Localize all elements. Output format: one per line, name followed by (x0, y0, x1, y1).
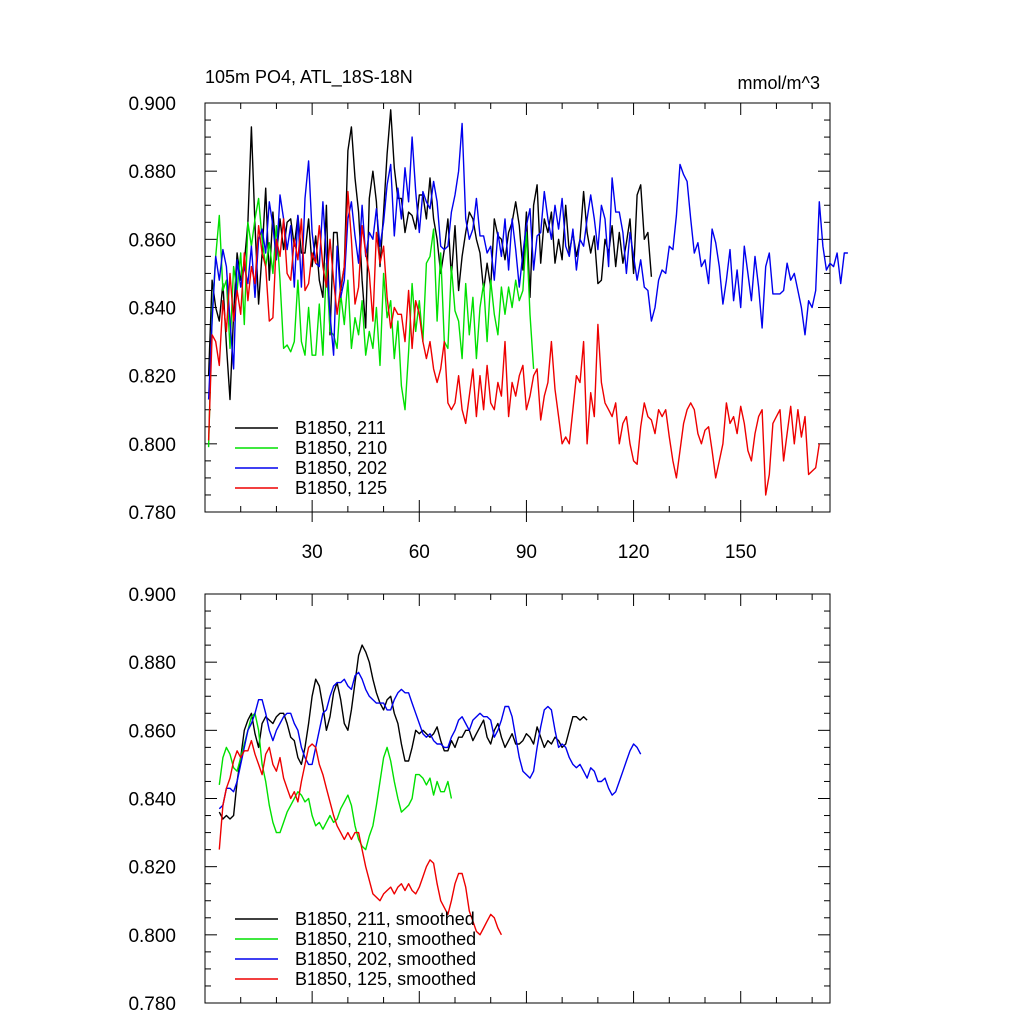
y-tick-label: 0.880 (128, 653, 176, 674)
legend-label: B1850, 125 (295, 478, 387, 498)
series-line-0 (218, 644, 588, 820)
legend-label: B1850, 210 (295, 438, 387, 458)
series-line-0 (207, 109, 653, 401)
x-tick-label: 30 (302, 542, 323, 563)
series-line-1 (218, 712, 453, 851)
y-tick-label: 0.800 (128, 435, 176, 456)
x-tick-label: 120 (618, 542, 650, 563)
legend-label: B1850, 202, smoothed (295, 949, 476, 969)
units-label: mmol/m^3 (738, 73, 820, 93)
y-tick-label: 0.780 (128, 994, 176, 1015)
series-line-2 (207, 122, 848, 400)
y-tick-label: 0.800 (128, 926, 176, 947)
legend-label: B1850, 211, smoothed (295, 909, 475, 929)
y-tick-label: 0.900 (128, 94, 176, 115)
series-line-3 (207, 190, 820, 496)
series-line-1 (207, 197, 535, 448)
legend-label: B1850, 211 (295, 418, 386, 438)
top-panel: 0.780 0.800 0.820 0.840 0.860 0.880 0.900 30 60 9… (128, 67, 848, 563)
x-tick-label: 90 (516, 542, 537, 563)
x-tick-label: 60 (409, 542, 430, 563)
y-tick-label: 0.860 (128, 230, 176, 251)
y-tick-label: 0.900 (128, 585, 176, 606)
y-tick-label: 0.860 (128, 721, 176, 742)
y-tick-label: 0.880 (128, 162, 176, 183)
series-line-3 (218, 739, 503, 936)
y-tick-label: 0.840 (128, 790, 176, 811)
x-tick-label: 150 (725, 542, 757, 563)
y-tick-label: 0.820 (128, 367, 176, 388)
legend-label: B1850, 210, smoothed (295, 929, 476, 949)
legend-label: B1850, 125, smoothed (295, 969, 476, 989)
bottom-panel: 0.780 0.800 0.820 0.840 0.860 0.880 0.900 B1850… (128, 585, 831, 1015)
y-tick-label: 0.840 (128, 299, 176, 320)
chart-title: 105m PO4, ATL_18S-18N (205, 67, 413, 88)
y-tick-label: 0.820 (128, 858, 176, 879)
y-tick-label: 0.780 (128, 503, 176, 524)
series-line-2 (218, 671, 642, 810)
legend-label: B1850, 202 (295, 458, 387, 478)
